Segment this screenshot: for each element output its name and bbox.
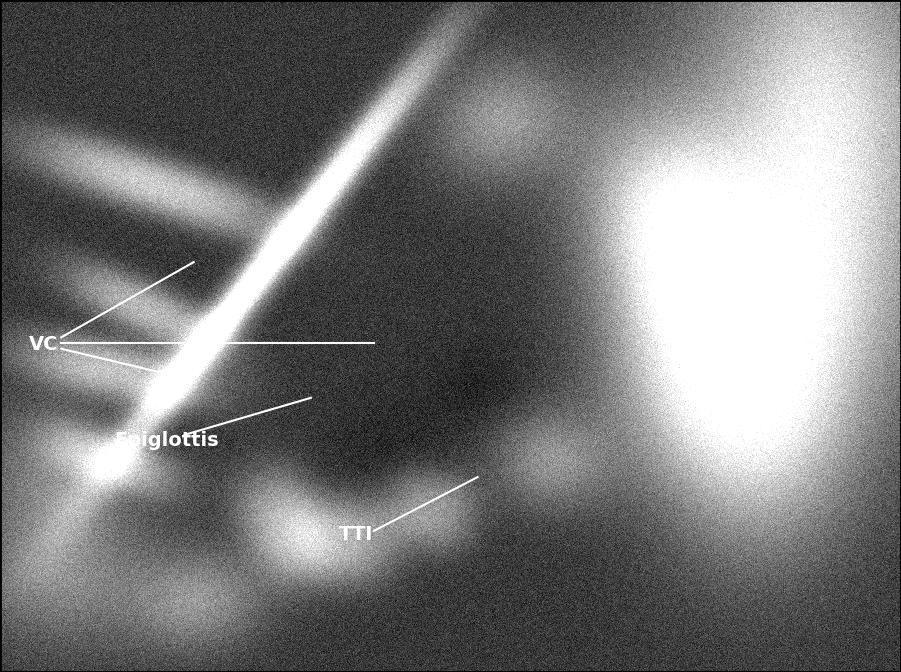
- Text: Epiglottis: Epiglottis: [114, 431, 219, 450]
- Text: TTI: TTI: [339, 525, 373, 544]
- Text: VC: VC: [29, 335, 58, 353]
